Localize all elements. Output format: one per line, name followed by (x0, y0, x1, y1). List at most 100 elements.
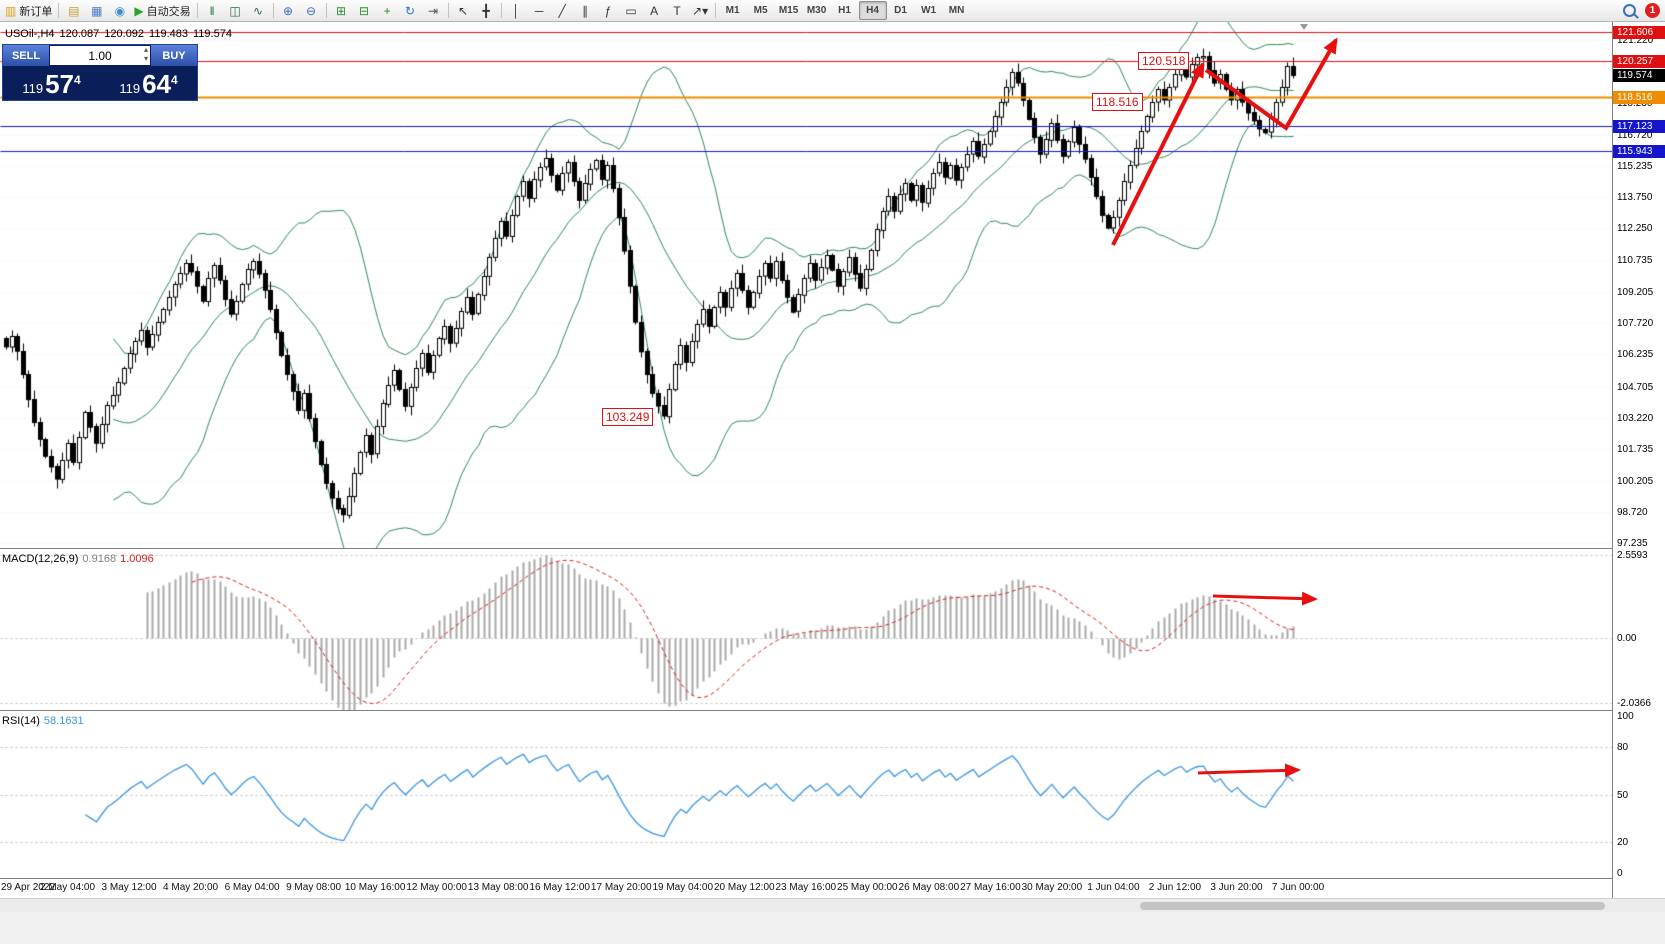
rsi-name: RSI(14) (2, 715, 40, 727)
rsi-panel-separator[interactable] (0, 710, 1612, 711)
zoom-in-icon[interactable]: ⊕ (277, 1, 300, 21)
timeframe-button-w1[interactable]: W1 (921, 5, 937, 16)
autotrading-button: ▶ (134, 3, 144, 18)
price-scale-badge: 118.516 (1613, 91, 1665, 105)
spinner-down-icon[interactable]: ▾ (143, 54, 148, 63)
toolbar-separator (58, 3, 60, 18)
time-axis-label: 4 May 20:00 (163, 882, 219, 893)
rsi-panel-canvas[interactable] (0, 711, 1612, 878)
time-axis-label: 7 Jun 00:00 (1271, 882, 1325, 893)
cursor-icon[interactable]: ↖ (452, 1, 475, 21)
horizontal-line-icon[interactable]: ─ (528, 1, 551, 21)
shapes-icon[interactable]: ▭ (620, 1, 643, 21)
bar-chart-icon[interactable]: ‖ (201, 1, 224, 21)
ask-pips: 64 (142, 69, 171, 99)
macd-name: MACD(12,26,9) (2, 553, 79, 565)
time-axis-label: 1 Jun 04:00 (1087, 882, 1140, 893)
zoom-out-icon: ⊖ (306, 3, 317, 18)
price-scale-tick: 103.220 (1617, 412, 1654, 424)
profiles-cycle-icon: ↻ (405, 3, 416, 18)
price-scale[interactable]: 121.220118.230116.720115.235113.750112.2… (1612, 22, 1665, 898)
price-scale-tick: 101.735 (1617, 443, 1654, 455)
horizontal-scrollbar[interactable] (0, 898, 1665, 912)
timeframe-button-m1[interactable]: M1 (725, 5, 740, 16)
macd-panel-canvas[interactable] (0, 549, 1612, 710)
time-axis-label: 19 May 04:00 (652, 882, 714, 893)
one-click-trading-panel: SELL 1.00 ▴ ▾ BUY 119 57 4 119 64 4 (2, 44, 198, 101)
bid-price[interactable]: 119 57 4 (3, 66, 100, 100)
new-order-button[interactable]: ▥ 新订单 (2, 1, 55, 21)
volume-input[interactable]: 1.00 ▴ ▾ (50, 46, 150, 65)
time-axis-label: 23 May 16:00 (775, 882, 837, 893)
arrows-icon[interactable]: ↗▾ (689, 1, 712, 21)
timeframe-button-m5[interactable]: M5 (753, 5, 768, 16)
zoom-out-icon[interactable]: ⊖ (300, 1, 323, 21)
timeframe-button-m15[interactable]: M15 (778, 5, 799, 16)
timeframe-button-h4[interactable]: H4 (858, 1, 887, 20)
price-callout-103.249[interactable]: 103.249 (602, 408, 654, 426)
sell-button[interactable]: SELL (3, 45, 49, 66)
mql5-community-icon[interactable]: ◉ (108, 1, 131, 21)
price-callout-120.518[interactable]: 120.518 (1138, 52, 1190, 70)
chart-shift-icon: ⇥ (428, 3, 439, 18)
chart-shift-icon[interactable]: ⇥ (422, 1, 445, 21)
rsi-indicator-label: RSI(14) 58.1631 (2, 715, 84, 727)
fibonacci-icon: ƒ (604, 3, 612, 18)
timeframe-button-m30[interactable]: M30 (806, 5, 827, 16)
profiles-cycle-icon[interactable]: ↻ (399, 1, 422, 21)
time-axis-label: 13 May 08:00 (467, 882, 529, 893)
cascade-windows-icon: ⊟ (359, 3, 370, 18)
price-scale-tick: 100 (1617, 711, 1634, 722)
trendline-icon: ╱ (558, 3, 566, 18)
main-chart-canvas[interactable] (0, 22, 1612, 548)
trendline-icon[interactable]: ╱ (551, 1, 574, 21)
price-scale-badge: 121.606 (1613, 26, 1665, 40)
close-value: 119.574 (193, 28, 232, 40)
time-axis-label: 17 May 20:00 (590, 882, 652, 893)
chart-shift-marker[interactable] (1300, 24, 1308, 30)
price-scale-tick: 0 (1617, 868, 1623, 879)
label-icon[interactable]: T (666, 1, 689, 21)
crosshair-icon[interactable]: ╋ (475, 1, 498, 21)
toolbar-separator (272, 3, 274, 18)
price-scale-tick: 98.720 (1617, 506, 1648, 518)
macd-indicator-label: MACD(12,26,9) 0.9168 1.0096 (2, 553, 154, 565)
open-value: 120.087 (59, 28, 100, 40)
line-chart-icon[interactable]: ∿ (247, 1, 270, 21)
spinner-up-icon[interactable]: ▴ (143, 45, 148, 54)
notification-badge[interactable]: 1 (1645, 3, 1660, 18)
add-indicator-icon[interactable]: + (376, 1, 399, 21)
fibonacci-icon[interactable]: ƒ (597, 1, 620, 21)
time-axis-label: 25 May 00:00 (837, 882, 898, 893)
price-scale-tick: 2.5593 (1617, 550, 1648, 562)
market-watch-icon[interactable]: ▦ (85, 1, 108, 21)
time-axis-label: 30 May 20:00 (1021, 882, 1083, 893)
tile-windows-icon[interactable]: ⊞ (330, 1, 353, 21)
toolbar-right: 1 (1623, 3, 1660, 18)
buy-button[interactable]: BUY (151, 45, 197, 66)
cursor-icon: ↖ (458, 3, 469, 18)
timeframe-button-d1[interactable]: D1 (894, 5, 907, 16)
macd-panel-separator[interactable] (0, 548, 1612, 549)
search-icon[interactable] (1623, 4, 1636, 17)
channel-icon[interactable]: ∥ (574, 1, 597, 21)
charts-window-icon[interactable]: ▤ (62, 1, 85, 21)
new-order-button-label: 新订单 (19, 5, 53, 18)
symbol-period-label: USOil-,H4 (5, 28, 55, 40)
cascade-windows-icon[interactable]: ⊟ (353, 1, 376, 21)
timeframe-button-h1[interactable]: H1 (838, 5, 851, 16)
candlestick-chart-icon[interactable]: ◫ (224, 1, 247, 21)
timeframe-button-mn[interactable]: MN (948, 5, 965, 16)
time-axis-label: 26 May 08:00 (898, 882, 960, 893)
scrollbar-thumb[interactable] (1140, 902, 1605, 910)
horizontal-line-icon: ─ (534, 3, 544, 18)
autotrading-button[interactable]: ▶ 自动交易 (131, 1, 193, 21)
ask-price[interactable]: 119 64 4 (100, 66, 197, 100)
line-chart-icon: ∿ (253, 3, 264, 18)
price-callout-118.516[interactable]: 118.516 (1092, 93, 1143, 111)
toolbar-separator (500, 3, 502, 18)
vertical-line-icon[interactable]: │ (505, 1, 528, 21)
ask-pipette: 4 (170, 73, 178, 87)
text-icon[interactable]: A (643, 1, 666, 21)
time-axis[interactable]: 29 Apr 2022 2 May 04:00 3 May 12:00 4 May 2… (0, 879, 1612, 898)
